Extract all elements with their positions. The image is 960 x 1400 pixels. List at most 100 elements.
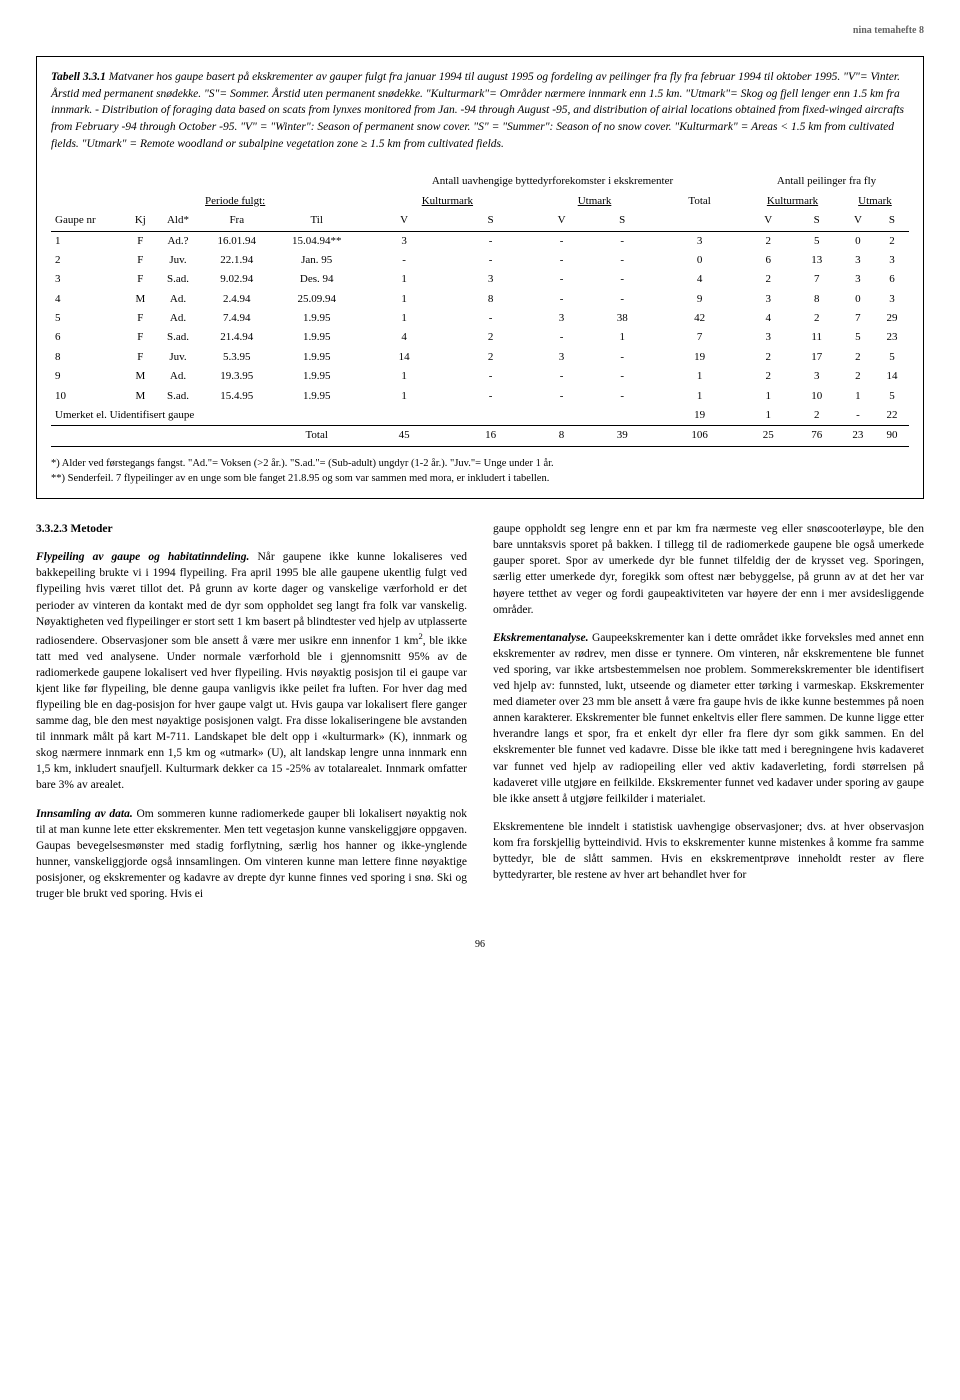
table-cell: 2 [744, 270, 792, 289]
p1b-text: , ble ikke tatt med ved analysene. Under… [36, 635, 467, 792]
p5-text: Ekskrementene ble inndelt i statistisk u… [493, 819, 924, 883]
table-cell: 1 [361, 309, 447, 328]
table-cell: 2 [841, 367, 875, 386]
table-cell: 1 [51, 231, 126, 251]
table-cell: 5.3.95 [201, 348, 272, 367]
table-cell: - [589, 348, 655, 367]
table-cell: 25.09.94 [273, 290, 361, 309]
table-cell: 16.01.94 [201, 231, 272, 251]
table-cell: 2.4.94 [201, 290, 272, 309]
table-row: 10MS.ad.15.4.951.9.951---111015 [51, 387, 909, 406]
table-cell: Ad.? [155, 231, 201, 251]
table-row-total: Total451683910625762390 [51, 426, 909, 446]
table-cell: 2 [447, 348, 534, 367]
table-cell: 3 [51, 270, 126, 289]
table-cell: Jan. 95 [273, 251, 361, 270]
table-cell: Des. 94 [273, 270, 361, 289]
table-cell: 3 [875, 251, 909, 270]
table-row: 9MAd.19.3.951.9.951---123214 [51, 367, 909, 386]
table-cell: 1 [655, 387, 744, 406]
table-cell: 3 [875, 290, 909, 309]
table-footnotes: *) Alder ved førstegangs fangst. "Ad."= … [51, 457, 909, 486]
table-cell: 11 [792, 328, 840, 347]
col-header: V [534, 211, 589, 231]
table-cell: 9 [655, 290, 744, 309]
caption-text-en: - Distribution of foraging data based on… [51, 104, 904, 149]
table-cell: 3 [841, 270, 875, 289]
table-cell: 2 [744, 231, 792, 251]
table-row-umerket: Umerket el. Uidentifisert gaupe1912-22 [51, 406, 909, 426]
table-cell: 10 [51, 387, 126, 406]
table-cell: 9.02.94 [201, 270, 272, 289]
table-cell: F [126, 231, 155, 251]
table-cell: 5 [875, 348, 909, 367]
table-cell: 4 [361, 328, 447, 347]
table-cell: 14 [875, 367, 909, 386]
table-cell: F [126, 309, 155, 328]
table-cell: 3 [361, 231, 447, 251]
table-cell: 2 [875, 231, 909, 251]
col-header: Gaupe nr [51, 211, 126, 231]
table-row: 2FJuv.22.1.94Jan. 95----061333 [51, 251, 909, 270]
col-header: S [875, 211, 909, 231]
table-cell: 3 [792, 367, 840, 386]
table-cell: 7 [655, 328, 744, 347]
table-cell: - [589, 387, 655, 406]
table-cell: 1.9.95 [273, 348, 361, 367]
table-cell: 45 [361, 426, 447, 446]
table-cell: 3 [841, 251, 875, 270]
col-total: Total [655, 192, 744, 211]
table-cell: 0 [655, 251, 744, 270]
table-cell: - [534, 328, 589, 347]
col-header: Til [273, 211, 361, 231]
table-cell: 19 [655, 406, 744, 426]
table-cell: - [534, 367, 589, 386]
table-cell: 5 [792, 231, 840, 251]
col-header: Fra [201, 211, 272, 231]
table-cell: 3 [534, 348, 589, 367]
table-cell: 10 [792, 387, 840, 406]
table-cell: Ad. [155, 367, 201, 386]
p2-lead: Innsamling av data. [36, 808, 133, 820]
table-cell: F [126, 251, 155, 270]
table-cell: M [126, 290, 155, 309]
table-cell: 15.04.94** [273, 231, 361, 251]
table-cell: - [447, 387, 534, 406]
column-left: 3.3.2.3 Metoder Flypeiling av gaupe og h… [36, 521, 467, 914]
table-cell: 16 [447, 426, 534, 446]
table-cell: 1 [841, 387, 875, 406]
table-cell: 106 [655, 426, 744, 446]
table-cell: 3 [534, 309, 589, 328]
table-caption: Tabell 3.3.1 Matvaner hos gaupe basert p… [51, 69, 909, 152]
table-cell: - [534, 387, 589, 406]
table-cell: - [534, 270, 589, 289]
total-label: Total [273, 426, 361, 446]
table-cell: 17 [792, 348, 840, 367]
data-table: Antall uavhengige byttedyrforekomster i … [51, 166, 909, 446]
table-cell: 1.9.95 [273, 387, 361, 406]
table-row: 4MAd.2.4.9425.09.9418--93803 [51, 290, 909, 309]
table-cell: 3 [447, 270, 534, 289]
table-cell: 42 [655, 309, 744, 328]
table-row: 1FAd.?16.01.9415.04.94**3---32502 [51, 231, 909, 251]
p1-lead: Flypeiling av gaupe og habitatinndeling. [36, 551, 249, 563]
table-cell: 1 [744, 406, 792, 426]
table-cell: 1 [589, 328, 655, 347]
methods-heading: 3.3.2.3 Metoder [36, 523, 113, 535]
table-cell: M [126, 387, 155, 406]
p4-text: Gaupeekskrementer kan i dette området ik… [493, 632, 924, 805]
col-utmark1: Utmark [534, 192, 655, 211]
col-kultur2: Kulturmark [744, 192, 841, 211]
body-columns: 3.3.2.3 Metoder Flypeiling av gaupe og h… [36, 521, 924, 914]
table-cell: 7 [841, 309, 875, 328]
table-cell: 13 [792, 251, 840, 270]
table-cell: 4 [744, 309, 792, 328]
table-cell: F [126, 328, 155, 347]
table-cell: 38 [589, 309, 655, 328]
col-header: S [447, 211, 534, 231]
table-cell: 4 [51, 290, 126, 309]
table-cell: 2 [447, 328, 534, 347]
table-cell: 0 [841, 231, 875, 251]
table-cell: 1 [361, 290, 447, 309]
table-cell: S.ad. [155, 328, 201, 347]
